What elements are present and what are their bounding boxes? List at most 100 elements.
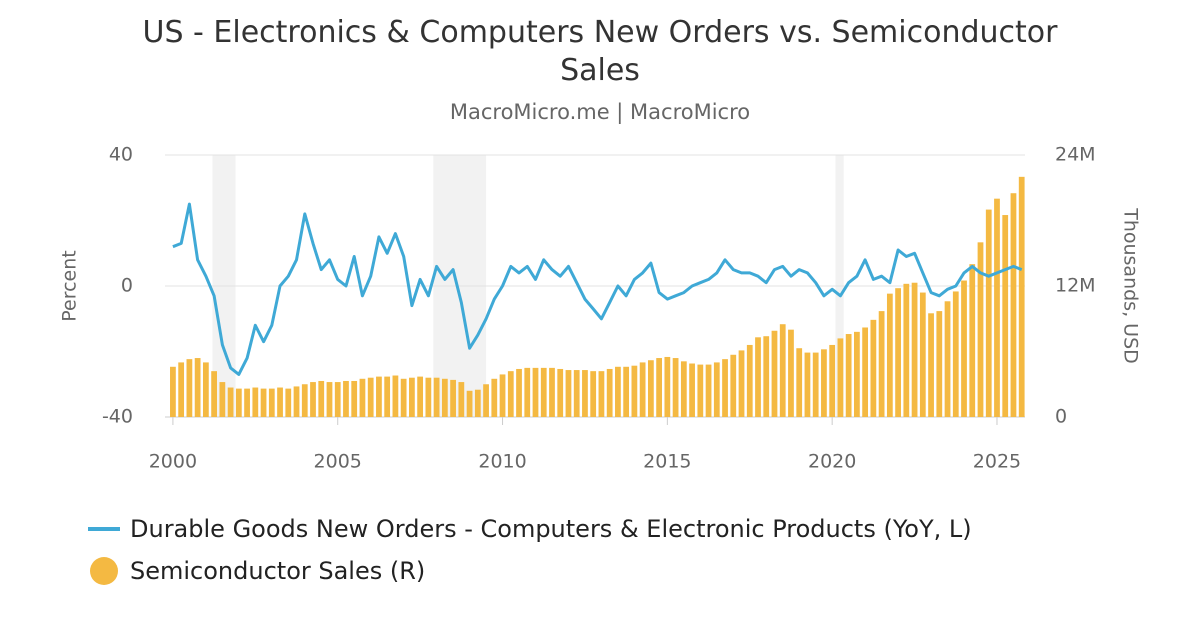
bar [384,376,391,417]
legend-label: Semiconductor Sales (R) [130,557,426,585]
bar [409,377,415,417]
bar [202,362,209,417]
legend-item[interactable]: Durable Goods New Orders - Computers & E… [88,508,972,550]
bar [244,388,250,417]
bar [565,370,572,417]
bar [367,377,374,417]
bar [837,338,844,417]
bar [194,358,201,417]
bar [829,344,836,417]
bar [697,364,704,417]
bar [936,311,943,417]
bar [746,344,753,417]
bar [977,242,984,417]
y2-tick-label: 12M [1055,275,1096,297]
bar [450,379,456,417]
bar [285,388,292,417]
bar [738,350,745,417]
bar [417,376,424,417]
y-tick-label: 40 [109,144,133,166]
bar [911,282,918,417]
bar [474,389,481,417]
bar [615,366,621,417]
legend-item[interactable]: Semiconductor Sales (R) [88,550,972,592]
bar [516,368,522,417]
legend: Durable Goods New Orders - Computers & E… [88,508,972,592]
chart-title: US - Electronics & Computers New Orders … [142,15,1058,88]
bar [631,365,638,417]
bar [211,371,217,417]
bar [961,280,967,417]
y2-tick-label: 0 [1055,406,1067,428]
y-tick-label: -40 [102,406,133,428]
bar [985,209,992,417]
bar [804,352,811,417]
bar [277,387,283,417]
bar [549,367,555,417]
bar [705,364,712,417]
bar [491,378,498,417]
bar [895,288,901,417]
bar [359,378,366,417]
bar [870,319,877,417]
x-tick-label: 2015 [643,451,691,473]
bar [722,359,728,417]
x-tick-label: 2000 [149,451,197,473]
bar [425,377,432,417]
bar [540,367,547,417]
bar [903,283,910,417]
bar [886,293,893,417]
bar [499,374,506,417]
bar [573,370,580,417]
bar [812,352,819,417]
bar [376,376,382,417]
legend-swatch [88,527,120,531]
bar [334,382,341,417]
legend-swatch [90,557,118,585]
bar [466,390,473,417]
bar [664,356,671,417]
bar [219,382,226,417]
bar [178,362,185,417]
bar [557,368,564,417]
y2-tick-label: 24M [1055,144,1096,166]
bar [507,371,514,417]
bar [532,367,539,417]
bar [623,366,630,417]
bar [227,387,234,417]
bar [713,362,720,417]
bar [878,311,885,417]
bar [458,382,465,417]
bar [771,330,778,417]
bar [944,301,951,417]
bar [755,337,761,417]
bar [252,387,259,417]
bar [301,384,308,417]
bar [260,388,267,417]
bar [483,384,489,417]
bar [318,380,325,417]
bar [639,362,646,417]
bar [919,292,926,417]
bar [854,331,860,417]
bar [433,377,440,417]
bar [1010,193,1017,417]
bar [235,388,242,417]
bar [598,371,605,417]
bar [672,358,679,417]
y-tick-label: 0 [121,275,133,297]
bar [730,354,737,417]
bar [821,349,827,417]
bar [779,324,786,417]
bar [788,329,794,417]
bar [969,264,976,417]
x-tick-label: 2020 [808,451,856,473]
bar [689,363,695,417]
legend-label: Durable Goods New Orders - Computers & E… [130,515,972,543]
bar [351,380,358,417]
bar [310,382,316,417]
x-tick-label: 2005 [314,451,362,473]
bar [952,291,959,417]
bar [994,198,1000,417]
